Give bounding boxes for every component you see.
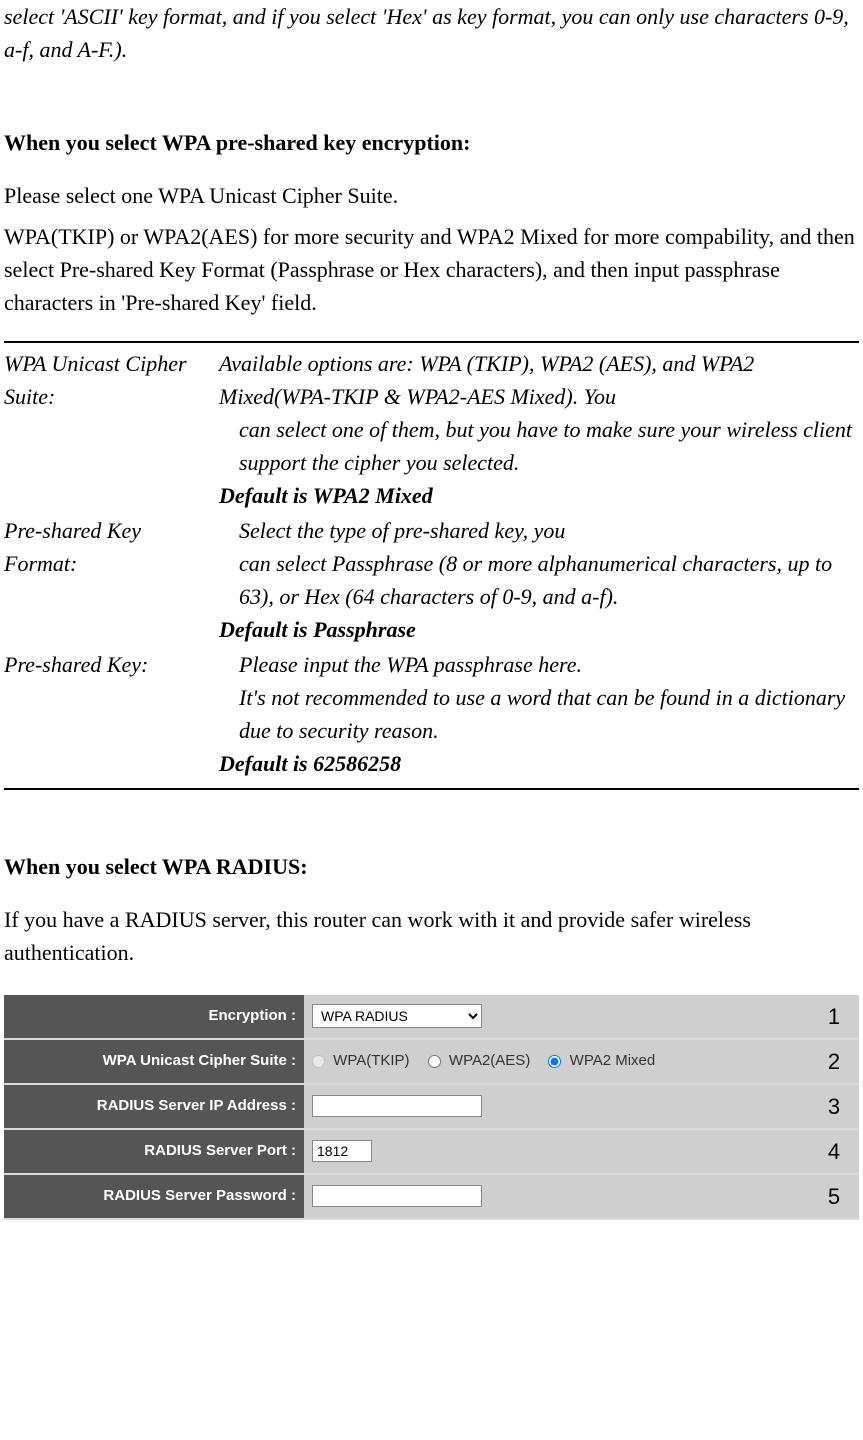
def-keyfmt-l1: Select the type of pre-shared key, you [219,514,859,547]
def-keyfmt-default: Default is Passphrase [4,613,859,646]
cipher-opt2-text: WPA2(AES) [449,1052,530,1069]
port-input[interactable] [312,1140,372,1162]
row-num-4: 4 [809,1129,859,1174]
def-key-desc: Please input the WPA passphrase here. It… [219,648,859,747]
radius-heading: When you select WPA RADIUS: [4,850,859,883]
def-cipher-default: Default is WPA2 Mixed [4,479,859,512]
row-port: RADIUS Server Port : 4 [4,1129,859,1174]
def-keyfmt: Pre-shared Key Format: Select the type o… [4,514,859,613]
def-cipher: WPA Unicast Cipher Suite: Available opti… [4,347,859,479]
row-cipher: WPA Unicast Cipher Suite : WPA(TKIP) WPA… [4,1039,859,1084]
def-cipher-l3: can select one of them, but you have to … [219,413,859,479]
row-num-3: 3 [809,1084,859,1129]
encryption-select[interactable]: WPA RADIUS [312,1004,482,1028]
radius-ui-table: Encryption : WPA RADIUS 1 WPA Unicast Ci… [4,995,859,1220]
def-keyfmt-desc: Select the type of pre-shared key, you c… [219,514,859,613]
cipher-opt1-label[interactable]: WPA(TKIP) [312,1052,414,1069]
row-num-2: 2 [809,1039,859,1084]
def-key-l1: Please input the WPA passphrase here. [219,648,859,681]
label-port: RADIUS Server Port : [4,1129,304,1174]
cipher-opt3-label[interactable]: WPA2 Mixed [548,1052,655,1069]
def-keyfmt-term: Pre-shared Key Format: [4,514,219,580]
psk-heading: When you select WPA pre-shared key encry… [4,126,859,159]
cipher-opt3-radio[interactable] [548,1055,561,1068]
ip-input[interactable] [312,1095,482,1117]
def-cipher-term: WPA Unicast Cipher Suite: [4,347,219,413]
label-ip: RADIUS Server IP Address : [4,1084,304,1129]
def-key: Pre-shared Key: Please input the WPA pas… [4,648,859,747]
def-cipher-l1: Available options are: WPA (TKIP), WPA2 … [219,351,695,376]
cipher-opt1-radio[interactable] [312,1055,325,1068]
psk-line1: Please select one WPA Unicast Cipher Sui… [4,179,859,212]
radius-para: If you have a RADIUS server, this router… [4,903,859,969]
cipher-opt2-radio[interactable] [428,1055,441,1068]
def-key-l2: It's not recommended to use a word that … [219,681,859,747]
psk-line2: WPA(TKIP) or WPA2(AES) for more security… [4,220,859,319]
cipher-opt3-text: WPA2 Mixed [570,1052,656,1069]
row-pwd: RADIUS Server Password : 5 [4,1174,859,1219]
def-keyfmt-l2: can select Passphrase (8 or more alphanu… [219,547,859,613]
cipher-opt2-label[interactable]: WPA2(AES) [428,1052,535,1069]
cipher-opt1-text: WPA(TKIP) [333,1052,409,1069]
intro-tail: select 'ASCII' key format, and if you se… [4,0,859,66]
label-pwd: RADIUS Server Password : [4,1174,304,1219]
psk-definitions: WPA Unicast Cipher Suite: Available opti… [4,341,859,790]
def-cipher-desc: Available options are: WPA (TKIP), WPA2 … [219,347,859,479]
label-encryption: Encryption : [4,995,304,1039]
row-encryption: Encryption : WPA RADIUS 1 [4,995,859,1039]
pwd-input[interactable] [312,1185,482,1207]
row-num-1: 1 [809,995,859,1039]
row-ip: RADIUS Server IP Address : 3 [4,1084,859,1129]
def-key-default: Default is 62586258 [4,747,859,780]
label-cipher: WPA Unicast Cipher Suite : [4,1039,304,1084]
def-key-term: Pre-shared Key: [4,648,219,681]
row-num-5: 5 [809,1174,859,1219]
